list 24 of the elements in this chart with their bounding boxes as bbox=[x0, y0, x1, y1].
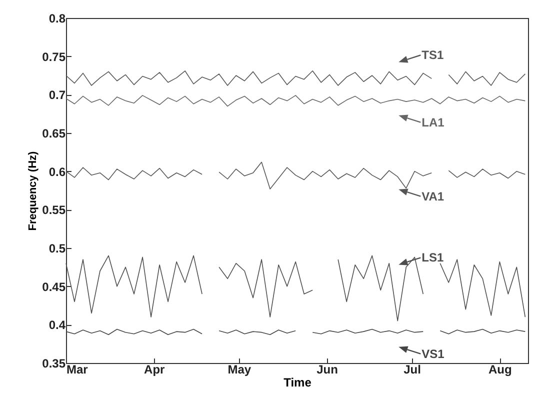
y-tick-label: 0.5 bbox=[48, 242, 66, 256]
y-tick-label: 0.45 bbox=[42, 280, 66, 294]
line-series bbox=[66, 95, 526, 107]
y-tick-label: 0.65 bbox=[42, 126, 66, 140]
legend-label: VA1 bbox=[422, 189, 444, 204]
y-tick-label: 0.4 bbox=[48, 318, 66, 332]
x-tick-label: Aug bbox=[488, 362, 512, 376]
y-tick-label: 0.35 bbox=[42, 356, 66, 370]
y-tick-label: 0.7 bbox=[48, 88, 66, 102]
y-tick-label: 0.55 bbox=[42, 203, 66, 218]
legend-label: TS1 bbox=[422, 48, 444, 62]
x-tick-label: Apr bbox=[144, 362, 166, 376]
x-tick-label: Mar bbox=[66, 362, 88, 376]
legend-label: LS1 bbox=[422, 250, 444, 265]
legend-label: LA1 bbox=[422, 115, 445, 130]
y-axis-title: Frequency (Hz) bbox=[27, 150, 40, 231]
y-tick-label: 0.8 bbox=[48, 12, 66, 26]
x-tick-label: Jul bbox=[404, 362, 421, 376]
x-tick-label: Jun bbox=[316, 362, 338, 376]
x-tick-label: May bbox=[228, 362, 252, 376]
x-axis-title: Time bbox=[284, 376, 312, 390]
y-tick-label: 0.75 bbox=[42, 50, 66, 64]
y-tick-label: 0.6 bbox=[48, 164, 66, 179]
legend-label: VS1 bbox=[422, 346, 445, 361]
